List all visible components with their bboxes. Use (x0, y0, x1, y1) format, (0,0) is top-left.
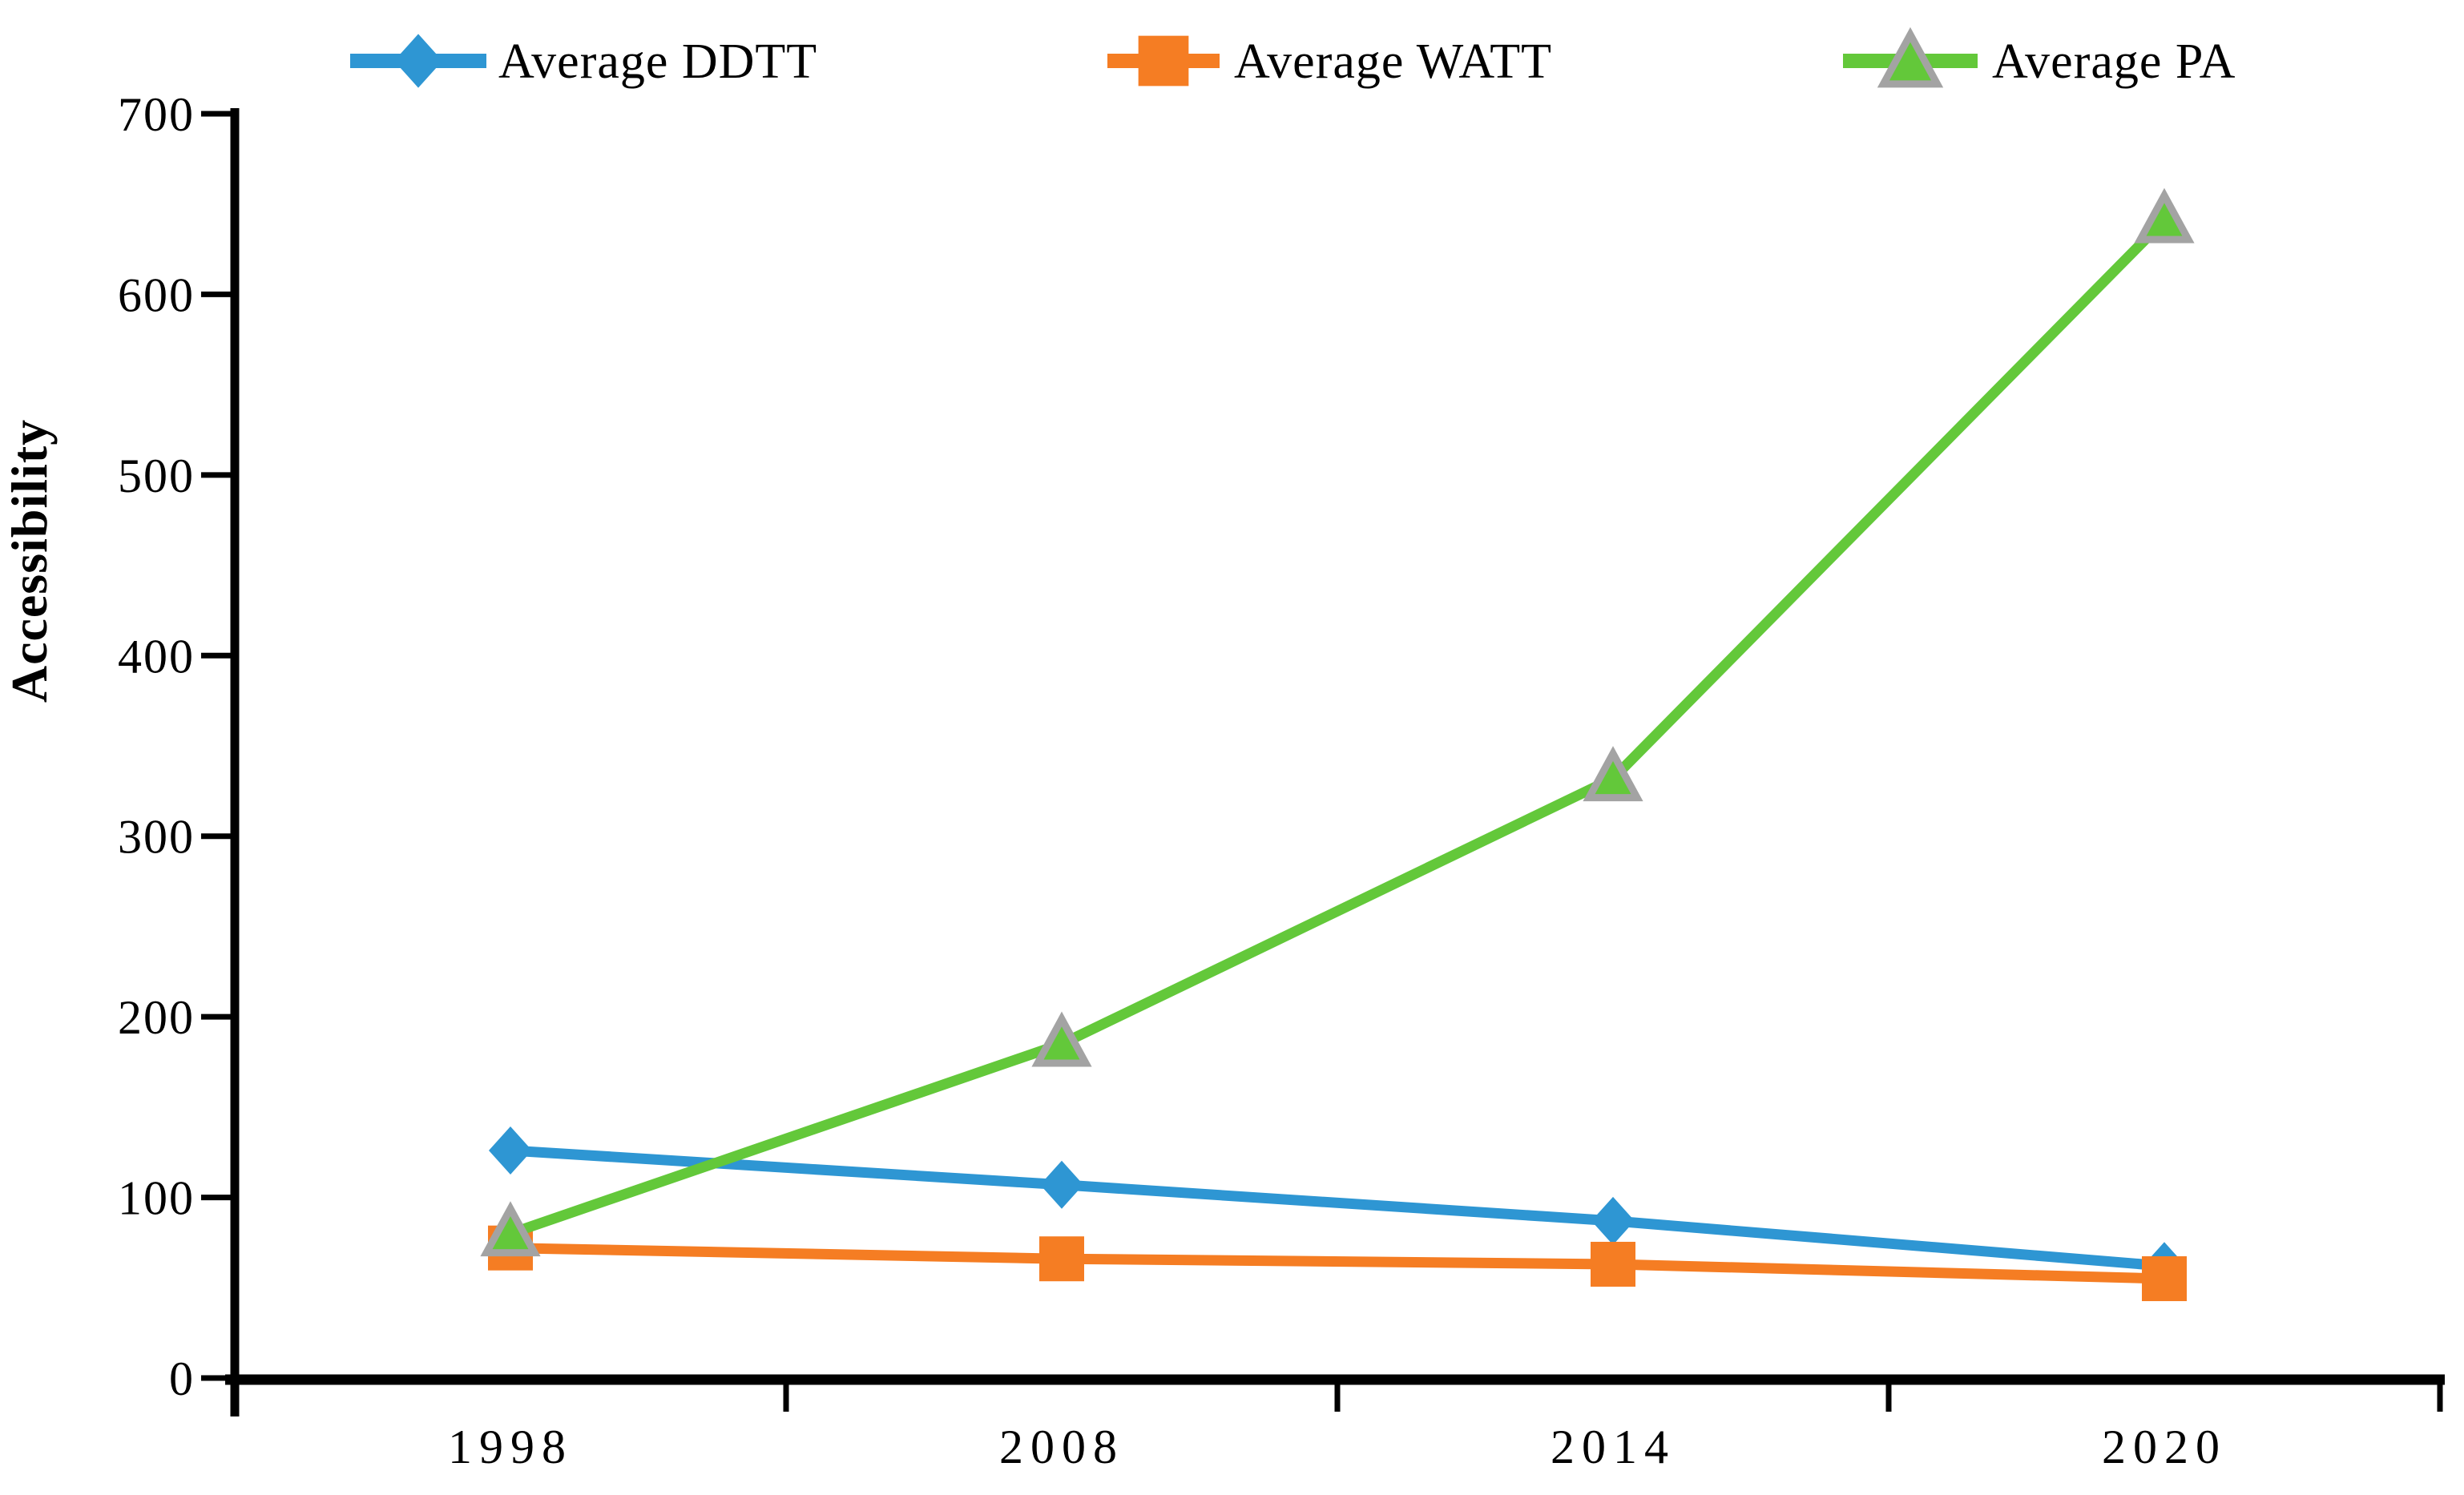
x-category-label-2014: 2014 (1551, 1420, 1676, 1473)
y-tick-label-200: 200 (118, 991, 195, 1044)
y-tick-label-700: 700 (118, 88, 195, 141)
legend-label: Average WATT (1234, 34, 1552, 89)
x-axis-ticks (232, 1380, 2443, 1412)
y-tick-label-600: 600 (118, 268, 195, 321)
legend-diamond-marker (393, 34, 443, 88)
legend-label: Average PA (1992, 34, 2236, 89)
marker-average-pa-1998 (480, 1201, 541, 1257)
marker-average-watt-2020 (2142, 1256, 2187, 1302)
y-tick-label-0: 0 (169, 1352, 195, 1405)
legend-label: Average DDTT (498, 34, 817, 89)
series-line-average-watt (505, 1243, 2170, 1284)
legend-triangle-marker (1877, 26, 1944, 88)
marker-average-watt-2014 (1591, 1241, 1635, 1287)
legend-diamond-marker-icon (393, 34, 443, 88)
y-axis-title: Accessibility (1, 419, 58, 703)
x-category-label-1998: 1998 (448, 1420, 573, 1473)
plot-area (480, 187, 2195, 1302)
marker-average-pa-2008 (1031, 1011, 1092, 1067)
legend-item-average-ddtt: Average DDTT (350, 34, 817, 89)
legend-square-marker (1138, 35, 1189, 87)
x-category-label-2020: 2020 (2102, 1420, 2227, 1473)
legend-item-average-watt: Average WATT (1107, 34, 1552, 89)
legend-square-marker-icon (1138, 35, 1189, 87)
marker-average-ddtt-2008 (1040, 1160, 1083, 1209)
y-tick-label-300: 300 (118, 811, 195, 864)
y-tick-label-400: 400 (118, 630, 195, 683)
y-tick-label-100: 100 (118, 1172, 195, 1225)
y-axis-ticks: 0 100 200 300 400 500 600 700 (118, 88, 235, 1405)
marker-average-watt-2008 (1039, 1236, 1084, 1282)
y-tick-label-500: 500 (118, 449, 195, 502)
marker-average-pa-2014 (1583, 746, 1643, 802)
x-axis-labels: 1998 2008 2014 2020 (448, 1420, 2227, 1473)
marker-average-pa-2020 (2134, 187, 2195, 244)
legend-item-average-pa: Average PA (1843, 26, 2236, 89)
series-line-average-pa (505, 215, 2170, 1239)
series-line-average-ddtt (505, 1145, 2170, 1271)
x-category-label-2008: 2008 (999, 1420, 1124, 1473)
legend-triangle-marker-icon (1877, 26, 1944, 88)
chart-legend: Average DDTT Average WATT Average PA (350, 26, 2236, 89)
marker-average-ddtt-2014 (1591, 1196, 1635, 1245)
marker-average-ddtt-1998 (489, 1126, 532, 1175)
